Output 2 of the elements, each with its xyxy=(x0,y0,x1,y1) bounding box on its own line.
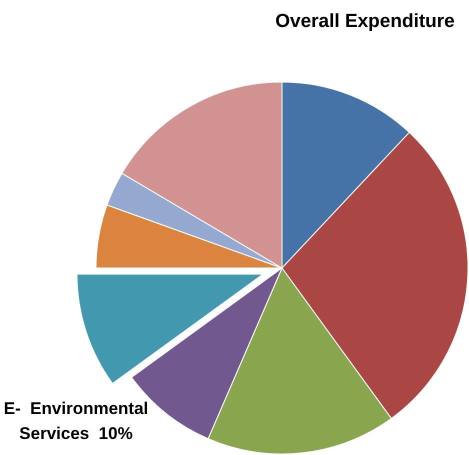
slice-label: E- Environmental Services 10% xyxy=(4,399,148,443)
chart-title: Overall Expenditure xyxy=(275,11,455,32)
